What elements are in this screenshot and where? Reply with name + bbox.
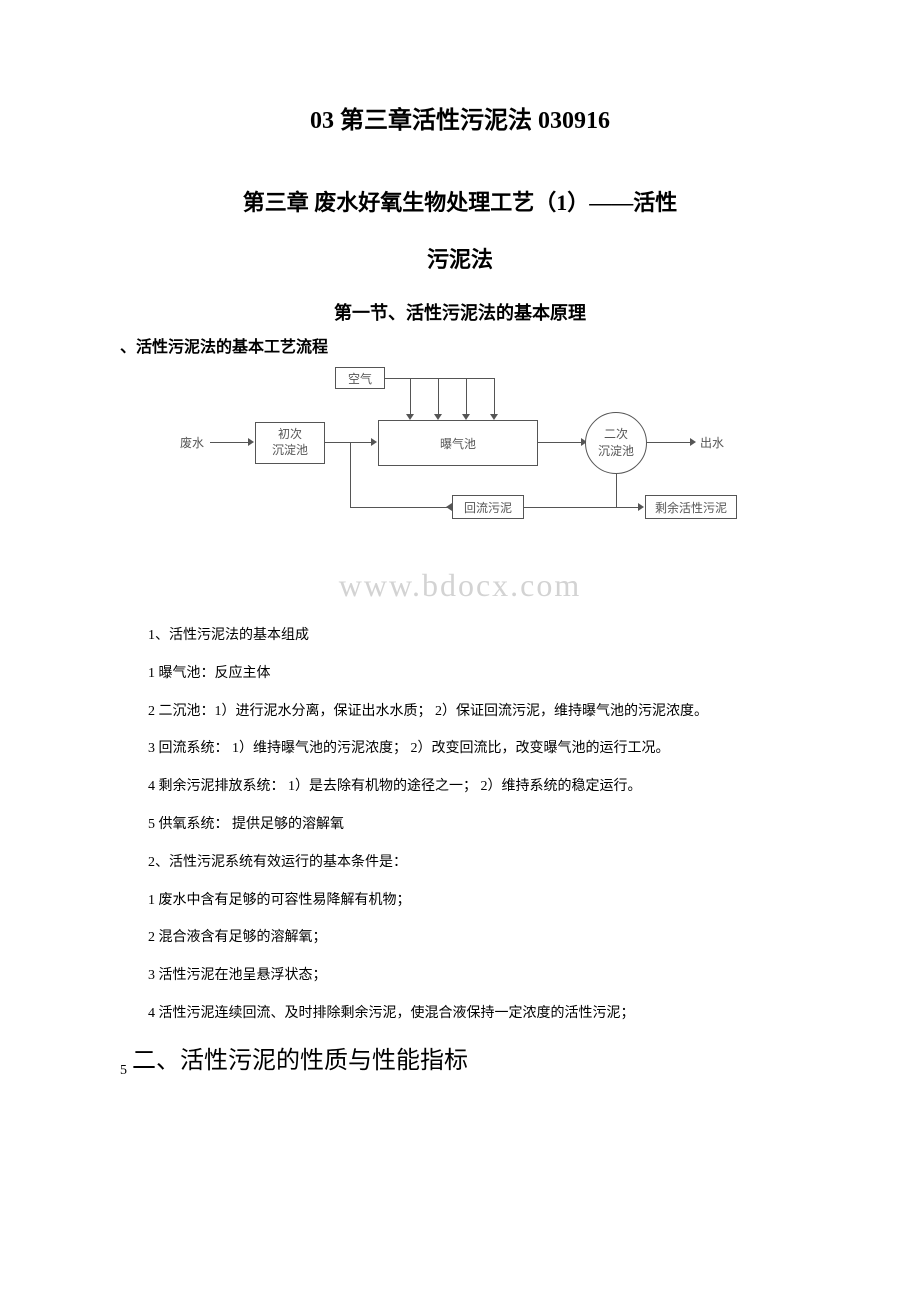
effluent-label: 出水 bbox=[700, 434, 724, 451]
heading2-prefix: 5 bbox=[120, 1063, 127, 1078]
return-sludge-box: 回流污泥 bbox=[452, 495, 524, 519]
section-2-heading: 5 二、活性污泥的性质与性能指标 bbox=[120, 1040, 800, 1079]
heading2-text: 二、活性污泥的性质与性能指标 bbox=[132, 1048, 468, 1074]
wastewater-label: 废水 bbox=[180, 434, 204, 451]
process-flow-diagram: 空气 废水 初次 沉淀池 曝气池 二次 沉淀池 出水 回流污泥 bbox=[180, 367, 740, 557]
paragraph-11: 4 活性污泥连续回流、及时排除剩余污泥，使混合液保持一定浓度的活性污泥； bbox=[120, 1002, 800, 1026]
air-manifold-line bbox=[385, 378, 495, 379]
paragraph-5: 4 剩余污泥排放系统： 1）是去除有机物的途径之一； 2）维持系统的稳定运行。 bbox=[120, 775, 800, 799]
paragraph-3: 2 二沉池：1）进行泥水分离，保证出水水质； 2）保证回流污泥，维持曝气池的污泥… bbox=[120, 700, 800, 724]
return-sludge-label: 回流污泥 bbox=[464, 499, 512, 516]
chapter-title-line1: 第三章 废水好氧生物处理工艺（1）——活性 bbox=[120, 185, 800, 217]
chapter-title-line2: 污泥法 bbox=[120, 242, 800, 274]
return-v-line-2 bbox=[350, 442, 351, 508]
air-arrow-line-2 bbox=[438, 378, 439, 416]
secondary-tank-label: 二次 沉淀池 bbox=[598, 426, 634, 460]
air-arrow-line-1 bbox=[410, 378, 411, 416]
return-v-line bbox=[616, 474, 617, 507]
paragraph-6: 5 供氧系统： 提供足够的溶解氧 bbox=[120, 813, 800, 837]
paragraph-1: 1、活性污泥法的基本组成 bbox=[120, 624, 800, 648]
arrow-in-head bbox=[248, 438, 254, 446]
arrow-out-head bbox=[690, 438, 696, 446]
paragraph-4: 3 回流系统： 1）维持曝气池的污泥浓度； 2）改变回流比，改变曝气池的运行工况… bbox=[120, 737, 800, 761]
excess-sludge-box: 剩余活性污泥 bbox=[645, 495, 737, 519]
air-label: 空气 bbox=[348, 370, 372, 387]
aeration-tank-box: 曝气池 bbox=[378, 420, 538, 466]
air-label-box: 空气 bbox=[335, 367, 385, 389]
arrow-in-line bbox=[210, 442, 250, 443]
air-arrow-line-3 bbox=[466, 378, 467, 416]
excess-h-line bbox=[616, 507, 640, 508]
watermark-text: www.bdocx.com bbox=[120, 567, 800, 604]
arrow-p2a-head bbox=[371, 438, 377, 446]
paragraph-7: 2、活性污泥系统有效运行的基本条件是： bbox=[120, 851, 800, 875]
air-arrow-line-4 bbox=[494, 378, 495, 416]
primary-tank-box: 初次 沉淀池 bbox=[255, 422, 325, 464]
excess-sludge-label: 剩余活性污泥 bbox=[655, 499, 727, 516]
arrow-out-line bbox=[647, 442, 692, 443]
arrow-p2a-line bbox=[325, 442, 373, 443]
excess-arrow-head bbox=[638, 503, 644, 511]
arrow-a2s-line bbox=[538, 442, 583, 443]
paragraph-2: 1 曝气池：反应主体 bbox=[120, 662, 800, 686]
subsection-title: 、活性污泥法的基本工艺流程 bbox=[120, 333, 800, 357]
document-title: 03 第三章活性污泥法 030916 bbox=[120, 100, 800, 135]
paragraph-10: 3 活性污泥在池呈悬浮状态； bbox=[120, 964, 800, 988]
section-title: 第一节、活性污泥法的基本原理 bbox=[120, 299, 800, 325]
paragraph-9: 2 混合液含有足够的溶解氧； bbox=[120, 926, 800, 950]
paragraph-8: 1 废水中含有足够的可容性易降解有机物； bbox=[120, 889, 800, 913]
aeration-tank-label: 曝气池 bbox=[440, 435, 476, 452]
secondary-tank-circle: 二次 沉淀池 bbox=[585, 412, 647, 474]
primary-tank-label: 初次 沉淀池 bbox=[272, 427, 308, 458]
